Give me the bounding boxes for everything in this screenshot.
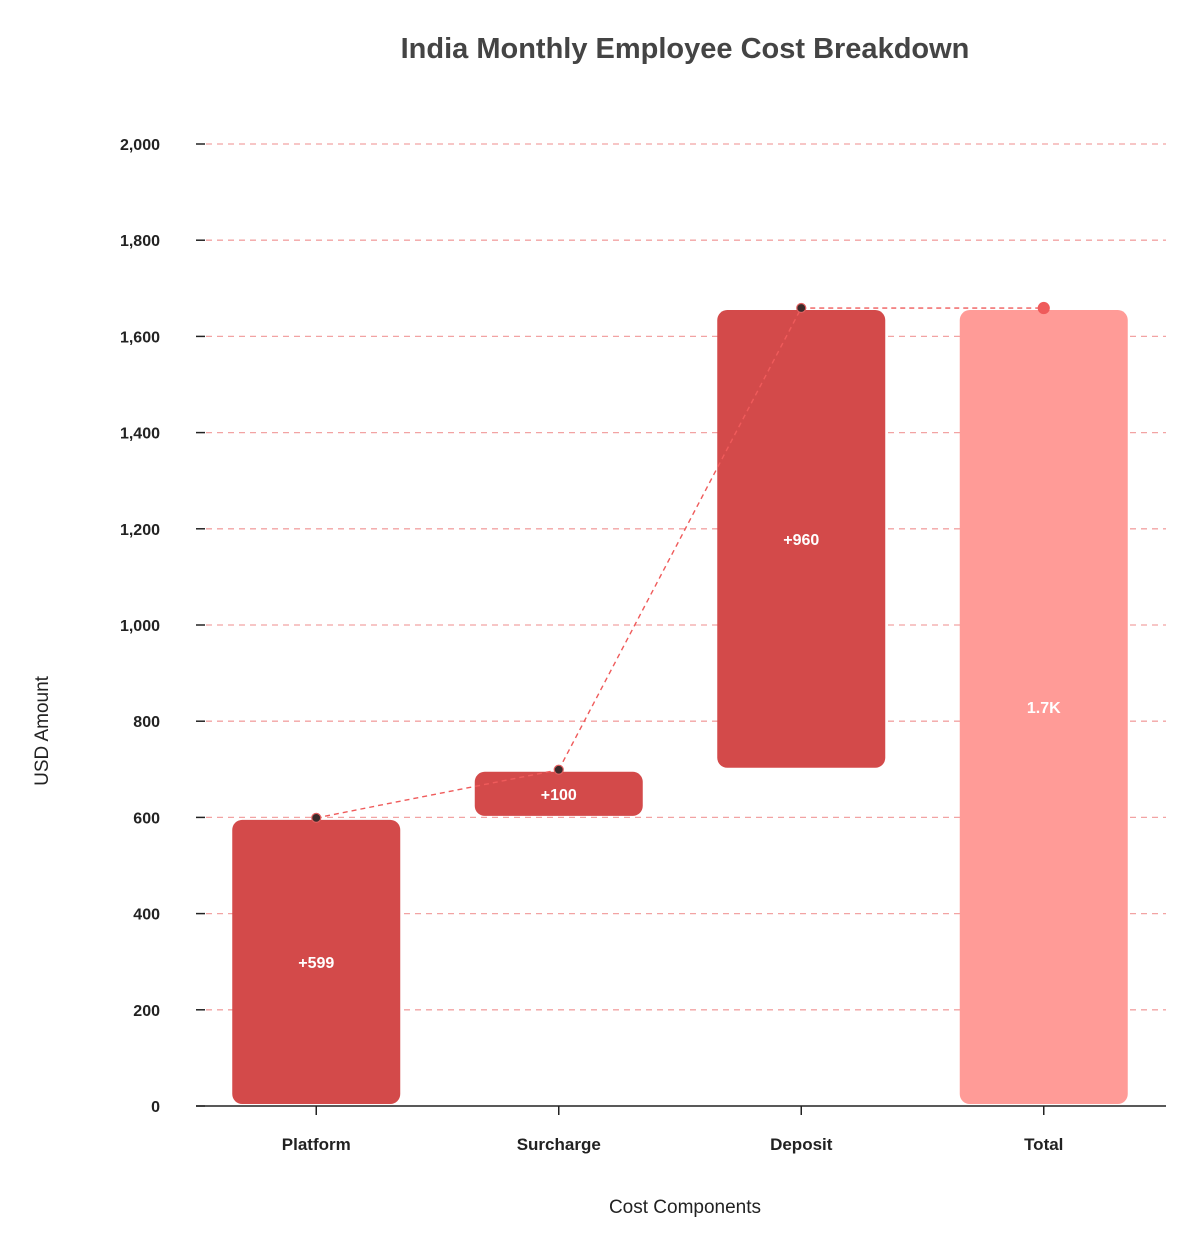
bar-surcharge [474,771,643,816]
x-axis-label: Cost Components [609,1197,761,1218]
y-tick-label: 2,000 [120,137,160,154]
bars: +599 +100 +960 1.7K [232,310,1128,1104]
bar-data-label: +100 [541,787,577,804]
bar-data-label: +960 [783,532,819,549]
axes: 0 200 400 600 800 1,000 1,200 1,400 1,600 1,800 2,… [120,137,1166,1154]
bar-platform [232,819,401,1104]
y-tick-label: 1,600 [120,329,160,346]
x-tick-label: Platform [282,1135,351,1154]
y-tick-label: 400 [133,907,160,924]
x-tick-label: Surcharge [517,1135,601,1154]
y-tick-label: 1,400 [120,426,160,443]
connector-marker [796,302,807,314]
connector-marker [553,764,564,775]
chart-title: India Monthly Employee Cost Breakdown [401,33,970,65]
connector-marker [1037,301,1050,315]
y-tick-label: 0 [151,1099,160,1116]
connector-marker [311,812,322,823]
connector-line [558,307,802,771]
bar-data-label: 1.7K [1027,700,1061,717]
y-tick-label: 1,000 [120,618,160,635]
x-tick-label: Deposit [770,1135,833,1154]
y-axis-label: USD Amount [32,675,53,786]
bar-total [959,310,1128,1104]
y-tick-label: 1,800 [120,233,160,250]
y-tick-label: 800 [133,714,160,731]
y-tick-label: 200 [133,1003,160,1020]
bar-data-label: +599 [298,955,334,972]
y-tick-label: 600 [133,810,160,827]
x-tick-label: Total [1024,1135,1063,1154]
connectors [311,301,1050,823]
bar-deposit [717,310,886,768]
y-tick-label: 1,200 [120,522,160,539]
